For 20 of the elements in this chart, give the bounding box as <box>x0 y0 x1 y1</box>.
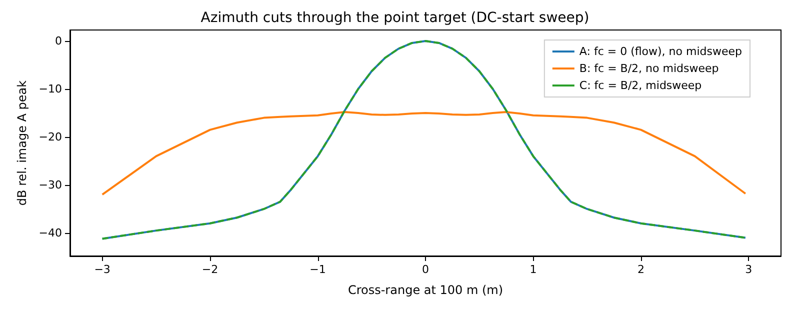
y-tick-label: −40 <box>38 226 62 240</box>
y-tick-label: −10 <box>38 82 62 96</box>
y-tick-label: −30 <box>38 178 62 192</box>
y-tick-label: −20 <box>38 130 62 144</box>
y-tick-label: 0 <box>55 34 62 48</box>
x-tick-label: −2 <box>202 263 218 276</box>
x-axis-title: Cross-range at 100 m (m) <box>348 283 504 297</box>
legend-label: B: fc = B/2, no midsweep <box>579 62 719 75</box>
line-series <box>101 40 746 240</box>
chart-title: Azimuth cuts through the point target (DC-start sweep) <box>200 10 590 26</box>
x-tick-label: −3 <box>94 263 110 276</box>
x-tick-label: 2 <box>637 263 644 276</box>
x-tick-label: 3 <box>745 263 752 276</box>
x-tick-label: 0 <box>422 263 429 276</box>
x-tick-label: −1 <box>310 263 326 276</box>
line-series <box>101 111 746 196</box>
legend-label: A: fc = 0 (flow), no midsweep <box>579 45 742 58</box>
y-axis-title: dB rel. image A peak <box>14 80 29 206</box>
x-tick-label: 1 <box>530 263 537 276</box>
legend-label: C: fc = B/2, midsweep <box>579 79 702 92</box>
